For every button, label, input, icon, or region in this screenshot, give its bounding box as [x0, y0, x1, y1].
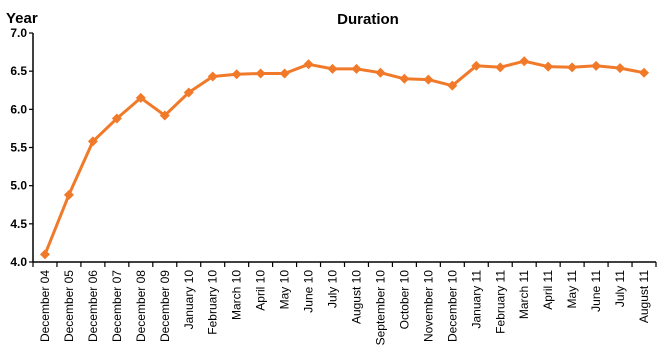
- y-tick-label: 6.0: [10, 102, 27, 116]
- data-point: [543, 62, 553, 72]
- x-tick-label: August 11: [637, 270, 651, 323]
- x-tick-label: May 11: [565, 270, 579, 309]
- x-tick-labels: December 04 December 05 December 06 Decembe…: [38, 270, 651, 346]
- x-tick-label: May 10: [278, 270, 292, 310]
- data-point: [519, 56, 529, 66]
- x-tick-label: February 10: [206, 270, 220, 335]
- data-point: [639, 68, 649, 78]
- series-line: [45, 61, 644, 254]
- data-point: [375, 68, 385, 78]
- x-tick-label: December 09: [158, 270, 172, 342]
- x-tick-label: July 10: [326, 270, 340, 308]
- y-tick-label: 5.0: [10, 179, 27, 193]
- data-point: [256, 68, 266, 78]
- x-tick-label: January 10: [182, 270, 196, 330]
- data-point: [328, 64, 338, 74]
- y-tick-label: 5.5: [10, 141, 27, 155]
- x-tick-label: August 10: [349, 270, 363, 324]
- x-tick-label: December 04: [38, 270, 52, 342]
- y-tick-labels: 4.0 4.5 5.0 5.5 6.0 6.5 7.0: [10, 26, 27, 269]
- data-point: [232, 69, 242, 79]
- x-tick-label: June 10: [302, 270, 316, 313]
- y-tick-label: 4.0: [10, 255, 27, 269]
- x-tick-label: March 11: [517, 270, 531, 319]
- y-axis-label: Year: [6, 10, 38, 27]
- data-point: [304, 59, 314, 69]
- y-tick-label: 7.0: [10, 26, 27, 40]
- x-tick-label: June 11: [589, 270, 603, 312]
- x-tick-label: December 07: [110, 270, 124, 342]
- data-point: [567, 62, 577, 72]
- x-tick-label: September 10: [373, 270, 387, 346]
- data-point: [40, 249, 50, 259]
- series-duration: [40, 56, 649, 259]
- x-tick-label: December 08: [134, 270, 148, 342]
- x-tick-label: February 11: [493, 270, 507, 334]
- x-tick-label: October 10: [397, 270, 411, 330]
- y-tick-label: 4.5: [10, 217, 27, 231]
- x-tick-label: December 05: [62, 270, 76, 342]
- x-tick-label: January 11: [469, 270, 483, 329]
- data-point: [495, 62, 505, 72]
- x-tick-label: July 11: [613, 270, 627, 307]
- data-point: [423, 75, 433, 85]
- chart-title: Duration: [337, 11, 399, 28]
- data-point: [64, 190, 74, 200]
- x-tick-label: November 10: [421, 270, 435, 342]
- data-point: [615, 63, 625, 73]
- data-point: [280, 68, 290, 78]
- x-tick-label: December 10: [445, 270, 459, 342]
- data-point: [399, 74, 409, 84]
- data-point: [591, 61, 601, 71]
- y-tick-label: 6.5: [10, 64, 27, 78]
- x-tick-label: March 10: [230, 270, 244, 320]
- data-point: [351, 64, 361, 74]
- x-tick-label: April 11: [541, 270, 555, 310]
- x-tick-label: December 06: [86, 270, 100, 342]
- x-tick-label: April 10: [254, 270, 268, 311]
